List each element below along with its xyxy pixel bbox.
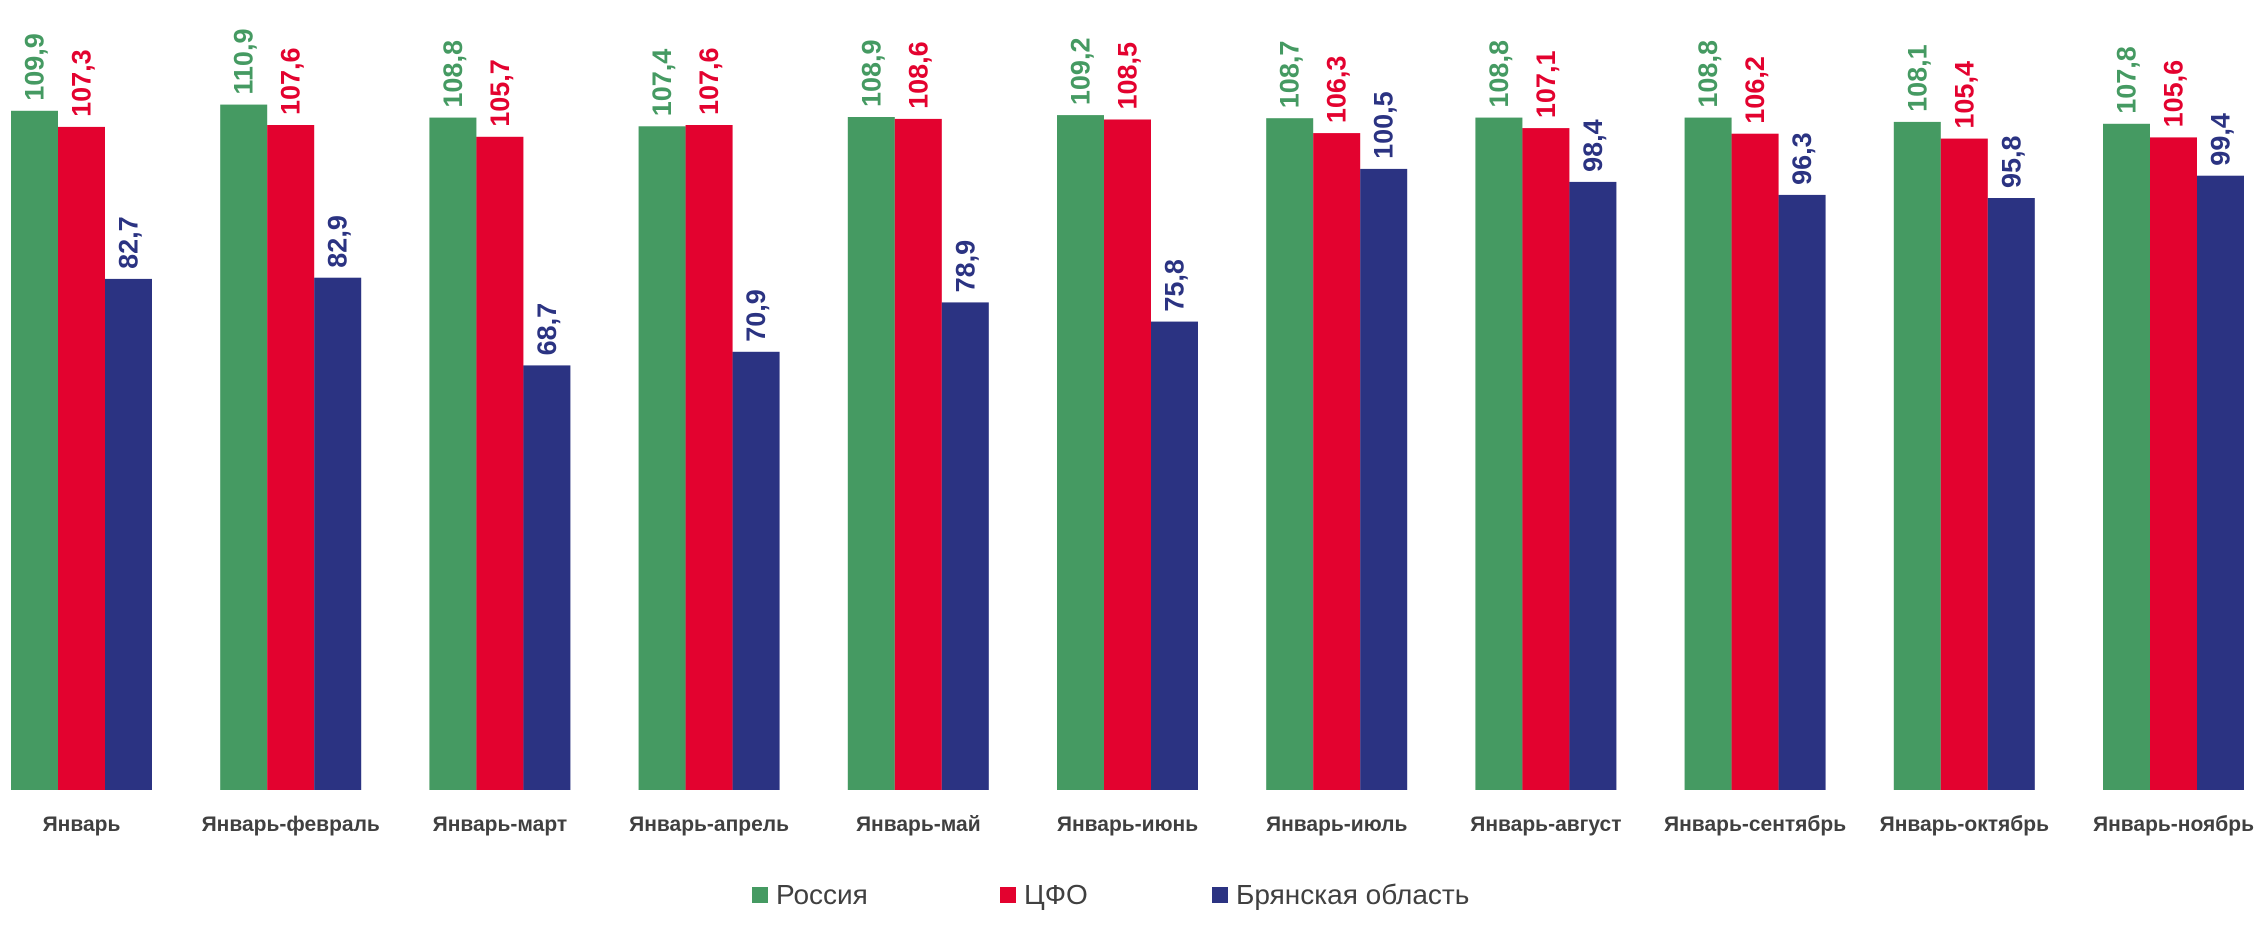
bar-2-2 [267,125,315,790]
data-label-1-1: 109,9 [20,33,50,101]
bar-1-11 [2103,123,2150,791]
bar-1-2 [220,104,268,791]
legend-item-russia: Россия [752,870,868,920]
data-label-2-1: 107,3 [67,49,97,117]
bar-3-6 [1151,321,1198,790]
legend-label-bryansk: Брянская область [1236,879,1470,910]
data-label-2-4: 107,6 [694,47,724,115]
category-label-7: Январь-июль [1266,813,1407,836]
legend-label-cfo: ЦФО [1024,879,1088,910]
bar-3-5 [941,302,989,790]
data-label-2-2: 107,6 [276,47,306,115]
bar-3-1 [105,278,152,790]
bar-2-10 [1940,138,1988,791]
bar-1-7 [1266,118,1314,790]
data-label-3-7: 100,5 [1369,91,1399,159]
category-label-3: Январь-март [433,813,568,836]
data-label-1-3: 108,8 [438,40,468,108]
bar-3-4 [732,351,780,790]
data-label-2-7: 106,3 [1322,56,1352,124]
data-label-1-8: 108,8 [1484,40,1514,108]
category-label-10: Январь-октябрь [1880,813,2049,836]
bar-2-6 [1104,119,1151,790]
bar-2-7 [1313,133,1361,791]
data-label-2-10: 105,4 [1949,61,1979,129]
bar-3-3 [523,365,571,790]
category-label-5: Январь-май [856,813,981,836]
bar-2-9 [1731,133,1779,790]
category-label-8: Январь-август [1470,813,1621,836]
bar-2-1 [58,126,105,790]
data-label-1-11: 107,8 [2112,46,2142,114]
data-label-1-10: 108,1 [1902,44,1932,112]
data-label-3-4: 70,9 [741,289,771,342]
bar-3-8 [1569,181,1617,790]
data-label-2-9: 106,2 [1740,56,1770,124]
category-label-9: Январь-сентябрь [1664,813,1846,836]
data-label-2-6: 108,5 [1113,42,1143,110]
data-label-3-11: 99,4 [2206,113,2236,166]
chart-legend: Россия ЦФО Брянская область [0,870,2267,920]
category-label-6: Январь-июнь [1057,813,1198,836]
bar-3-11 [2197,175,2244,790]
data-label-1-4: 107,4 [647,49,677,117]
bar-2-4 [685,125,733,790]
data-label-1-2: 110,9 [229,29,259,95]
category-label-2: Январь-февраль [202,813,380,836]
bar-2-8 [1522,128,1570,791]
bar-1-6 [1057,115,1104,791]
bar-1-3 [429,117,477,791]
legend-item-cfo: ЦФО [1000,870,1088,920]
data-label-3-8: 98,4 [1578,119,1608,172]
data-label-1-9: 108,8 [1693,40,1723,108]
legend-swatch-russia [752,887,768,903]
legend-item-bryansk: Брянская область [1212,870,1469,920]
category-label-1: Январь [43,813,121,836]
bar-2-3 [476,136,524,791]
legend-swatch-cfo [1000,887,1016,903]
legend-label-russia: Россия [776,879,868,910]
data-label-3-3: 68,7 [532,303,562,356]
category-label-4: Январь-апрель [629,813,789,836]
bar-3-10 [1987,198,2035,790]
data-label-1-7: 108,7 [1275,41,1305,109]
data-label-3-6: 75,8 [1160,259,1190,312]
data-label-2-11: 105,6 [2159,60,2189,128]
bar-3-7 [1360,168,1408,790]
bar-1-5 [847,117,895,790]
data-label-3-9: 96,3 [1787,132,1817,185]
data-label-1-5: 108,9 [856,39,886,107]
data-label-1-6: 109,2 [1066,38,1096,106]
bar-3-9 [1778,194,1826,790]
category-label-11: Январь-ноябрь [2093,813,2254,836]
data-label-2-8: 107,1 [1531,51,1561,119]
data-label-3-10: 95,8 [1996,135,2026,188]
bar-2-5 [894,118,942,790]
bar-1-8 [1475,117,1523,791]
data-label-3-1: 82,7 [114,216,144,269]
bar-3-2 [314,277,362,790]
bar-1-10 [1893,121,1941,790]
bar-2-11 [2150,137,2197,790]
data-label-2-5: 108,6 [903,41,933,109]
bar-1-1 [11,110,58,791]
bar-1-9 [1684,117,1732,791]
data-label-3-2: 82,9 [323,215,353,268]
legend-swatch-bryansk [1212,887,1228,903]
data-label-2-3: 105,7 [485,59,515,127]
bar-1-4 [638,126,686,791]
data-label-3-5: 78,9 [950,240,980,293]
